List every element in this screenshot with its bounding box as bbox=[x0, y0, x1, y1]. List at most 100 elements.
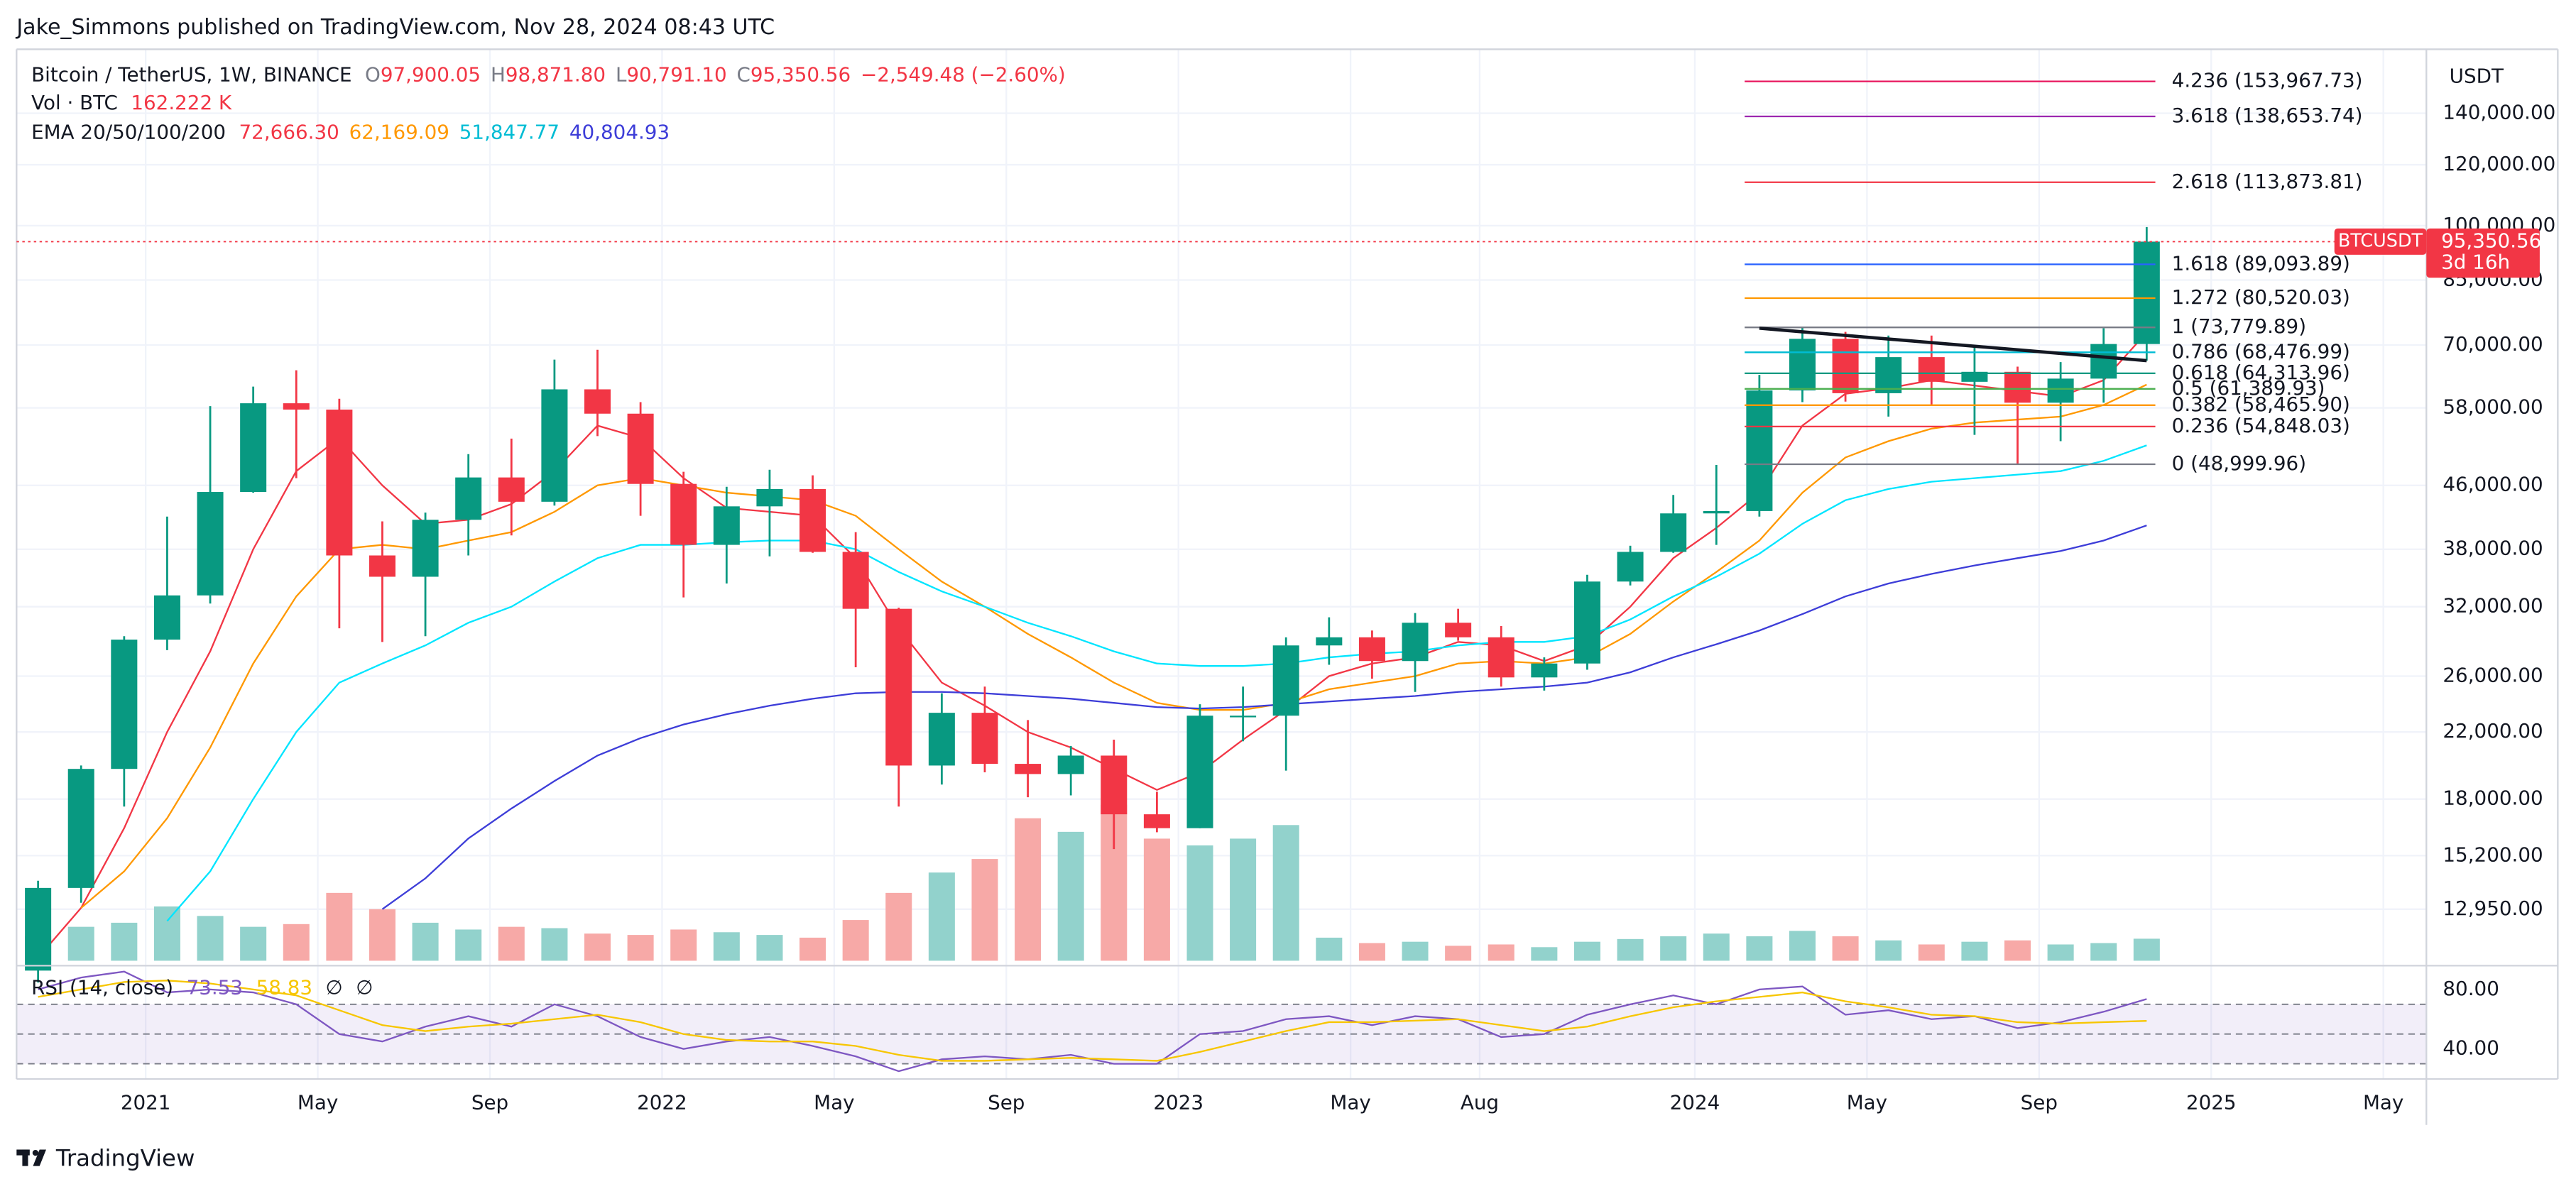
ohlc-value: 90,791.10 bbox=[626, 62, 726, 86]
candle-body bbox=[1531, 663, 1558, 678]
volume-bar bbox=[1961, 941, 1988, 961]
candle-body bbox=[1660, 513, 1687, 552]
fib-label: 0.382 (58,465.90) bbox=[2172, 393, 2350, 416]
currency-label: USDT bbox=[2450, 65, 2504, 88]
volume-bar bbox=[1445, 946, 1472, 961]
ema-value: 51,847.77 bbox=[459, 120, 560, 143]
volume-label: Vol · BTC bbox=[31, 91, 118, 114]
candle-body bbox=[541, 389, 568, 502]
candle-body bbox=[197, 492, 224, 596]
candle-body bbox=[1573, 581, 1600, 664]
volume-bar bbox=[1832, 936, 1859, 961]
ohlc-key: C bbox=[737, 62, 751, 86]
candle-body bbox=[1445, 623, 1472, 637]
price-badge bbox=[2426, 228, 2540, 278]
y-tick-label: 26,000.00 bbox=[2443, 663, 2543, 686]
candle-body bbox=[2133, 241, 2160, 344]
publisher-line: Jake_Simmons published on TradingView.co… bbox=[15, 15, 775, 40]
volume-bar bbox=[1789, 931, 1816, 961]
rsi-tick-label: 80.00 bbox=[2443, 977, 2499, 1000]
rsi-ma-line bbox=[38, 980, 2147, 1062]
ema-label: EMA 20/50/100/200 bbox=[31, 120, 226, 143]
candle-body bbox=[1057, 755, 1084, 774]
price-badge-countdown: 3d 16h bbox=[2441, 250, 2510, 273]
ohlc-key: H bbox=[491, 62, 506, 86]
brand-name: TradingView bbox=[55, 1144, 195, 1171]
candle-body bbox=[885, 608, 912, 766]
y-tick-label: 32,000.00 bbox=[2443, 594, 2543, 618]
y-tick-label: 22,000.00 bbox=[2443, 719, 2543, 743]
ema-legend: EMA 20/50/100/200 72,666.30 62,169.09 51,84… bbox=[31, 120, 670, 143]
volume-bar bbox=[928, 872, 955, 961]
ema-line bbox=[37, 332, 2148, 958]
rsi-extra: ∅ bbox=[326, 976, 343, 999]
rsi-legend: RSI (14, close) 73.53 58.83 ∅ ∅ bbox=[31, 976, 373, 999]
volume-bar bbox=[1573, 941, 1600, 961]
candle-body bbox=[369, 555, 395, 577]
candle-body bbox=[498, 477, 525, 502]
symbol-title: Bitcoin / TetherUS, 1W, BINANCE bbox=[31, 62, 351, 86]
x-tick-label: 2021 bbox=[121, 1091, 171, 1114]
candle-body bbox=[842, 552, 869, 609]
volume-bar bbox=[842, 920, 869, 961]
x-tick-label: May bbox=[1847, 1091, 1887, 1114]
candle-body bbox=[1101, 755, 1128, 815]
volume-bar bbox=[1660, 936, 1687, 961]
volume-bar bbox=[1358, 943, 1385, 961]
candle-body bbox=[111, 640, 138, 769]
fib-label: 0.236 (54,848.03) bbox=[2172, 414, 2350, 437]
logo-part bbox=[32, 1149, 39, 1156]
candle-body bbox=[455, 477, 482, 520]
candle-body bbox=[1746, 390, 1773, 511]
candle-body bbox=[2004, 371, 2031, 403]
candle-body bbox=[584, 389, 611, 414]
fib-label: 4.236 (153,967.73) bbox=[2172, 69, 2363, 92]
volume-bar bbox=[498, 926, 525, 961]
candle-body bbox=[240, 403, 267, 493]
volume-bar bbox=[1272, 825, 1299, 961]
volume-bar bbox=[756, 935, 783, 961]
candle-body bbox=[1832, 339, 1859, 393]
volume-bar bbox=[541, 928, 568, 961]
volume-bar bbox=[1015, 818, 1042, 961]
candle-body bbox=[326, 409, 353, 556]
grid-layer bbox=[16, 49, 2427, 1079]
candle-body bbox=[670, 483, 697, 545]
volume-bar bbox=[283, 924, 310, 961]
x-tick-label: May bbox=[814, 1091, 854, 1114]
volume-bar bbox=[1143, 838, 1170, 961]
candle-body bbox=[2047, 378, 2074, 403]
volume-bar bbox=[2090, 943, 2117, 961]
volume-bar bbox=[197, 916, 224, 961]
candle-body bbox=[1272, 645, 1299, 716]
volume-bar bbox=[584, 933, 611, 961]
volume-legend: Vol · BTC 162.222 K bbox=[31, 91, 232, 114]
trendline bbox=[1759, 327, 2147, 363]
ohlc-value: 98,871.80 bbox=[506, 62, 606, 86]
symbol-badge-text: BTCUSDT bbox=[2338, 229, 2423, 251]
candle-body bbox=[1617, 552, 1644, 582]
fib-label: 3.618 (138,653.74) bbox=[2172, 104, 2363, 127]
candle-body bbox=[1402, 623, 1429, 662]
candle-body bbox=[1875, 357, 1902, 393]
volume-bar bbox=[412, 922, 439, 961]
candle-body bbox=[1488, 637, 1515, 678]
candle-body bbox=[1316, 637, 1343, 646]
x-tick-label: 2025 bbox=[2186, 1091, 2237, 1114]
candle-body bbox=[1143, 814, 1170, 828]
volume-bar bbox=[369, 909, 395, 961]
candle-body bbox=[1186, 716, 1213, 828]
volume-bar bbox=[1875, 940, 1902, 961]
rsi-extra: ∅ bbox=[356, 976, 373, 999]
volume-bar bbox=[799, 937, 826, 961]
ohlc-value: 97,900.05 bbox=[381, 62, 481, 86]
fib-label: 0.618 (64,313.96) bbox=[2172, 361, 2350, 384]
volume-bar bbox=[1230, 838, 1257, 961]
x-tick-label: 2022 bbox=[637, 1091, 687, 1114]
x-tick-label: May bbox=[2363, 1091, 2403, 1114]
candle-body bbox=[25, 887, 52, 971]
volume-bar bbox=[1703, 933, 1730, 961]
fib-label: 1.618 (89,093.89) bbox=[2172, 251, 2350, 275]
